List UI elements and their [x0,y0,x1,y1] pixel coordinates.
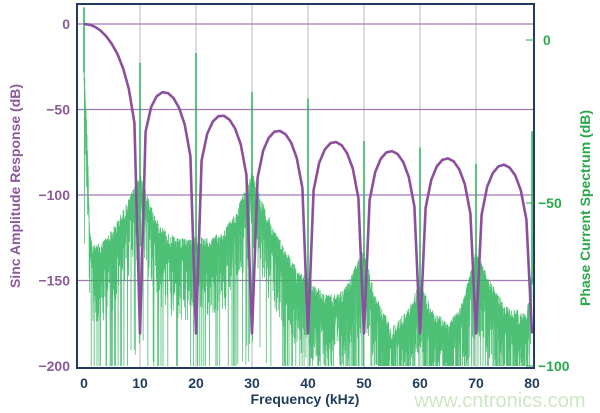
y2-axis-label: Phase Current Spectrum (dB) [577,110,593,306]
x-tick-label: 10 [132,375,148,391]
x-tick-label: 70 [468,375,484,391]
tick-labels: 0 10 20 30 40 50 60 70 80 0 −50 −100 −150 −200 0 −50 −10… [38,16,569,391]
sinc-curve [83,22,534,335]
x-tick-label: 40 [300,375,316,391]
watermark: www.cntronics.com [413,390,585,412]
y-tick-label: −150 [38,273,70,289]
y2-tick-label: −100 [538,358,570,374]
plot-frame [76,3,535,369]
x-axis-label: Frequency (kHz) [251,391,360,407]
y-axis-label: Sinc Amplitude Response (dB) [7,84,23,288]
x-tick-label: 80 [524,375,540,391]
x-tick-label: 60 [412,375,428,391]
y-tick-label: −50 [46,102,70,118]
x-tick-label: 30 [244,375,260,391]
y2-tick-label: 0 [543,32,551,48]
x-tick-label: 0 [80,375,88,391]
phase-current-spectrum-series [83,7,533,367]
y-tick-label: −200 [38,358,70,374]
y2-tick-label: −50 [538,195,562,211]
y-tick-label: −100 [38,187,70,203]
y-tick-label: 0 [62,16,70,32]
spectrum-trace [83,66,533,367]
x-tick-label: 50 [356,375,372,391]
x-tick-label: 20 [188,375,204,391]
sinc-amplitude-series [83,22,534,335]
